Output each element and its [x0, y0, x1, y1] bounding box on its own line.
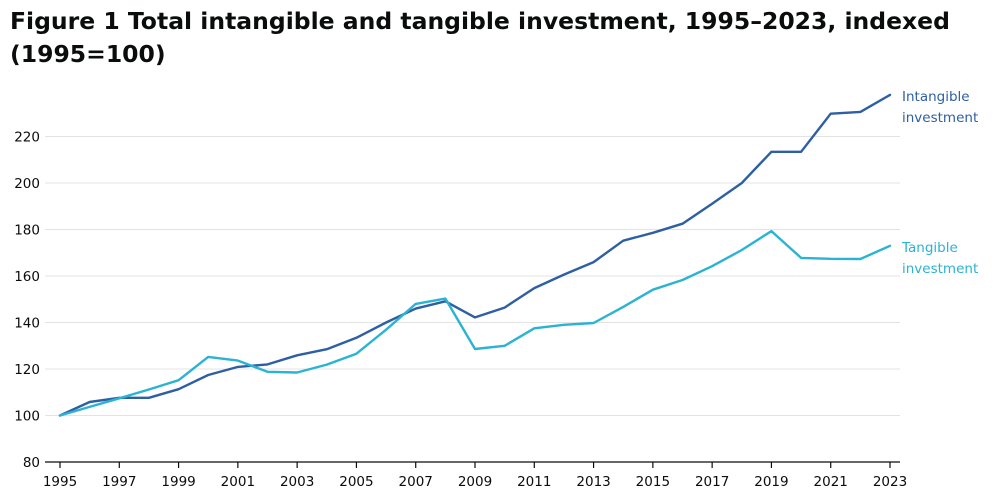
x-tick-label-2021: 2021 — [814, 474, 848, 490]
x-tick-label-1997: 1997 — [102, 474, 136, 490]
x-tick-label-2007: 2007 — [399, 474, 433, 490]
y-tick-label-100: 100 — [14, 409, 40, 425]
x-tick-label-2023: 2023 — [873, 474, 907, 490]
legend-tangible-line-1: Tangible — [902, 240, 958, 256]
legend-tangible-line-2: investment — [902, 261, 979, 277]
legend-intangible-line-1: Intangible — [902, 89, 970, 105]
y-tick-label-160: 160 — [14, 269, 40, 285]
x-tick-label-1999: 1999 — [161, 474, 195, 490]
chart-title-line-1: Figure 1 Total intangible and tangible i… — [10, 7, 950, 35]
axes: 80 100 120 140 160 180 200 220 1995 1997 1999 2001 2… — [14, 130, 907, 491]
series-line-tangible-investment — [58, 229, 892, 417]
x-tick-label-2019: 2019 — [754, 474, 788, 490]
gridlines — [45, 136, 900, 416]
x-tick-label-2017: 2017 — [695, 474, 729, 490]
chart-title-line-2: (1995=100) — [10, 40, 166, 68]
x-tick-label-2011: 2011 — [517, 474, 551, 490]
y-tick-label-180: 180 — [14, 223, 40, 239]
legend-label-intangible: Intangible investment — [902, 87, 978, 129]
x-tick-label-2005: 2005 — [339, 474, 373, 490]
y-tick-label-80: 80 — [23, 455, 40, 471]
x-tick-label-2003: 2003 — [280, 474, 314, 490]
y-tick-label-120: 120 — [14, 362, 40, 378]
x-tick-label-2009: 2009 — [458, 474, 492, 490]
legend-label-tangible: Tangible investment — [902, 238, 978, 280]
series-lines — [58, 93, 892, 417]
chart-title: Figure 1 Total intangible and tangible i… — [10, 5, 995, 71]
y-tick-label-140: 140 — [14, 316, 40, 332]
x-tick-label-2013: 2013 — [576, 474, 610, 490]
y-tick-label-220: 220 — [14, 130, 40, 146]
y-tick-label-200: 200 — [14, 176, 40, 192]
x-tick-label-2001: 2001 — [221, 474, 255, 490]
x-tick-label-1995: 1995 — [43, 474, 77, 490]
legend-intangible-line-2: investment — [902, 110, 979, 126]
x-tick-label-2015: 2015 — [636, 474, 670, 490]
series-line-intangible-investment — [58, 93, 892, 417]
